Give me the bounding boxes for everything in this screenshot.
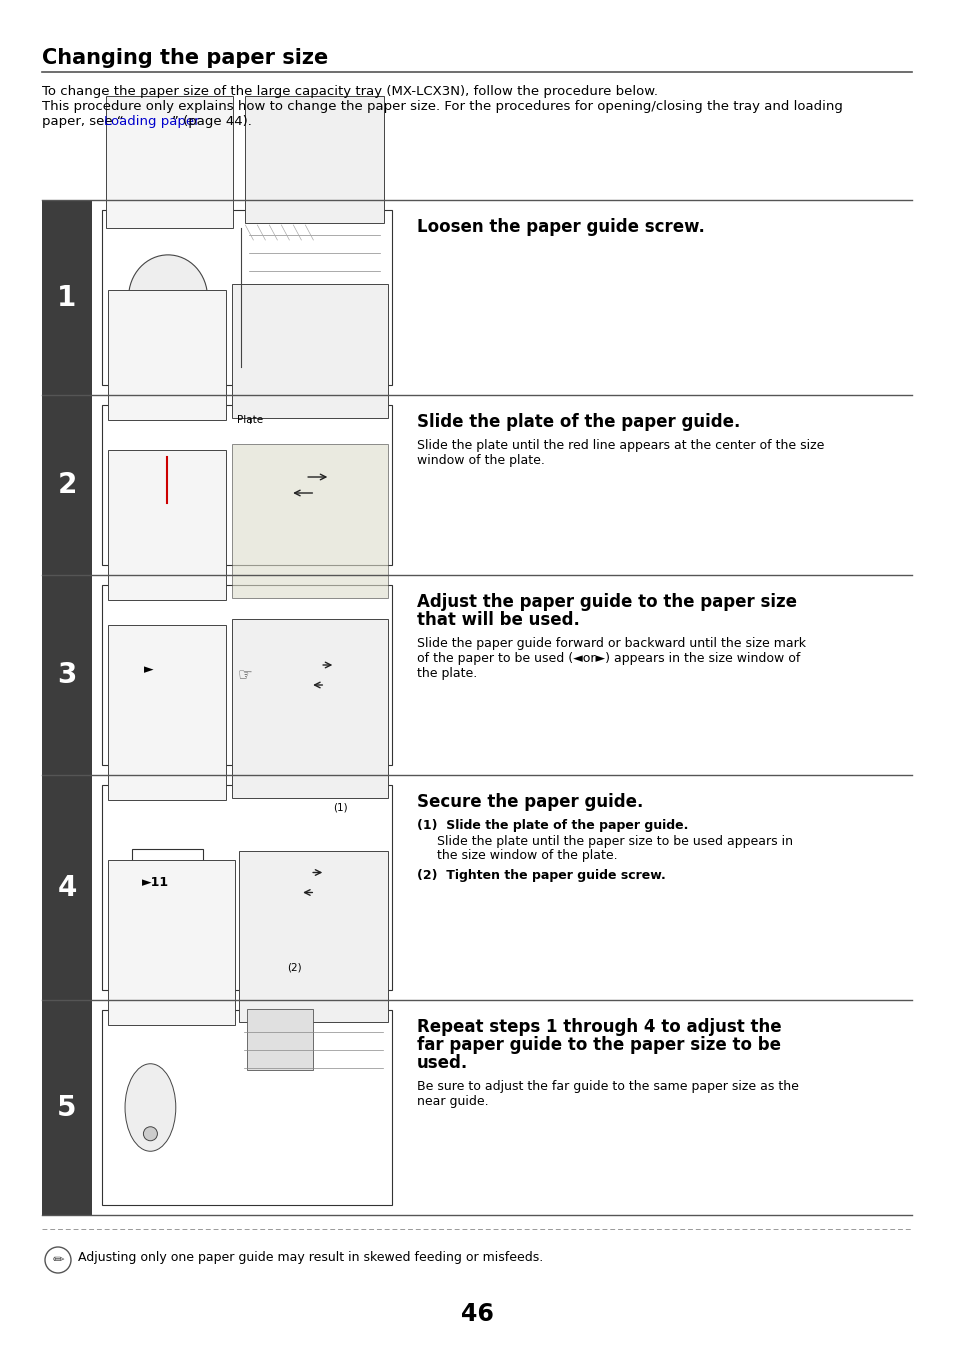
Bar <box>102 405 392 565</box>
Text: used.: used. <box>416 1054 468 1071</box>
Circle shape <box>143 1127 157 1140</box>
Text: Slide the plate of the paper guide.: Slide the plate of the paper guide. <box>416 413 740 431</box>
Text: To change the paper size of the large capacity tray (MX-LCX3N), follow the proce: To change the paper size of the large ca… <box>42 85 658 99</box>
Bar <box>233 619 388 798</box>
Bar <box>134 457 199 503</box>
Text: the plate.: the plate. <box>416 667 476 680</box>
Text: This procedure only explains how to change the paper size. For the procedures fo: This procedure only explains how to chan… <box>42 100 842 113</box>
Bar <box>108 450 226 600</box>
Text: ►11: ►11 <box>142 875 170 889</box>
Text: ►: ► <box>144 663 153 677</box>
Text: Adjusting only one paper guide may result in skewed feeding or misfeeds.: Adjusting only one paper guide may resul… <box>78 1251 542 1265</box>
Text: paper, see “: paper, see “ <box>42 115 124 128</box>
Text: Plate: Plate <box>237 415 263 426</box>
Bar <box>245 96 384 223</box>
Bar <box>42 775 91 1000</box>
Text: (2)  Tighten the paper guide screw.: (2) Tighten the paper guide screw. <box>416 869 665 882</box>
Text: Slide the plate until the paper size to be used appears in: Slide the plate until the paper size to … <box>436 835 792 848</box>
Ellipse shape <box>125 1063 175 1151</box>
Text: (1)  Slide the plate of the paper guide.: (1) Slide the plate of the paper guide. <box>416 819 688 832</box>
Text: 2: 2 <box>57 471 76 499</box>
Bar <box>102 1011 392 1205</box>
Bar <box>238 851 388 1021</box>
Text: the size window of the plate.: the size window of the plate. <box>436 848 617 862</box>
Text: Be sure to adjust the far guide to the same paper size as the: Be sure to adjust the far guide to the s… <box>416 1079 798 1093</box>
Bar <box>106 96 233 228</box>
Bar <box>42 394 91 576</box>
Bar <box>132 850 203 916</box>
Bar <box>42 200 91 394</box>
Text: Slide the plate until the red line appears at the center of the size: Slide the plate until the red line appea… <box>416 439 823 453</box>
Bar <box>42 576 91 775</box>
Text: Slide the paper guide forward or backward until the size mark: Slide the paper guide forward or backwar… <box>416 638 805 650</box>
Bar <box>102 785 392 990</box>
Text: near guide.: near guide. <box>416 1096 488 1108</box>
Bar <box>108 290 226 420</box>
Text: that will be used.: that will be used. <box>416 611 579 630</box>
Circle shape <box>45 1247 71 1273</box>
Bar <box>102 209 392 385</box>
Text: Repeat steps 1 through 4 to adjust the: Repeat steps 1 through 4 to adjust the <box>416 1019 781 1036</box>
Text: ” (page 44).: ” (page 44). <box>172 115 252 128</box>
Bar <box>247 1009 314 1070</box>
Circle shape <box>164 322 172 330</box>
Text: 5: 5 <box>57 1093 76 1121</box>
Text: 46: 46 <box>460 1302 493 1325</box>
Text: Adjust the paper guide to the paper size: Adjust the paper guide to the paper size <box>416 593 796 611</box>
Bar <box>108 861 234 1025</box>
Text: Loosen the paper guide screw.: Loosen the paper guide screw. <box>416 218 704 236</box>
Ellipse shape <box>129 255 208 340</box>
Text: (1): (1) <box>334 802 348 813</box>
Bar <box>134 643 199 696</box>
Text: window of the plate.: window of the plate. <box>416 454 544 467</box>
Bar <box>233 284 388 417</box>
Text: Loading paper: Loading paper <box>104 115 200 128</box>
Bar <box>233 444 388 598</box>
Text: 3: 3 <box>57 661 76 689</box>
Text: 4: 4 <box>57 874 76 901</box>
Bar <box>108 626 226 800</box>
Text: far paper guide to the paper size to be: far paper guide to the paper size to be <box>416 1036 781 1054</box>
Text: 1: 1 <box>57 284 76 312</box>
Text: ☞: ☞ <box>237 666 252 684</box>
Text: Secure the paper guide.: Secure the paper guide. <box>416 793 642 811</box>
Bar <box>102 585 392 765</box>
Text: Changing the paper size: Changing the paper size <box>42 49 328 68</box>
Circle shape <box>160 317 176 334</box>
Text: of the paper to be used (◄or►) appears in the size window of: of the paper to be used (◄or►) appears i… <box>416 653 800 665</box>
Text: ✏: ✏ <box>52 1252 64 1267</box>
Text: (2): (2) <box>287 962 301 971</box>
Bar <box>42 1000 91 1215</box>
